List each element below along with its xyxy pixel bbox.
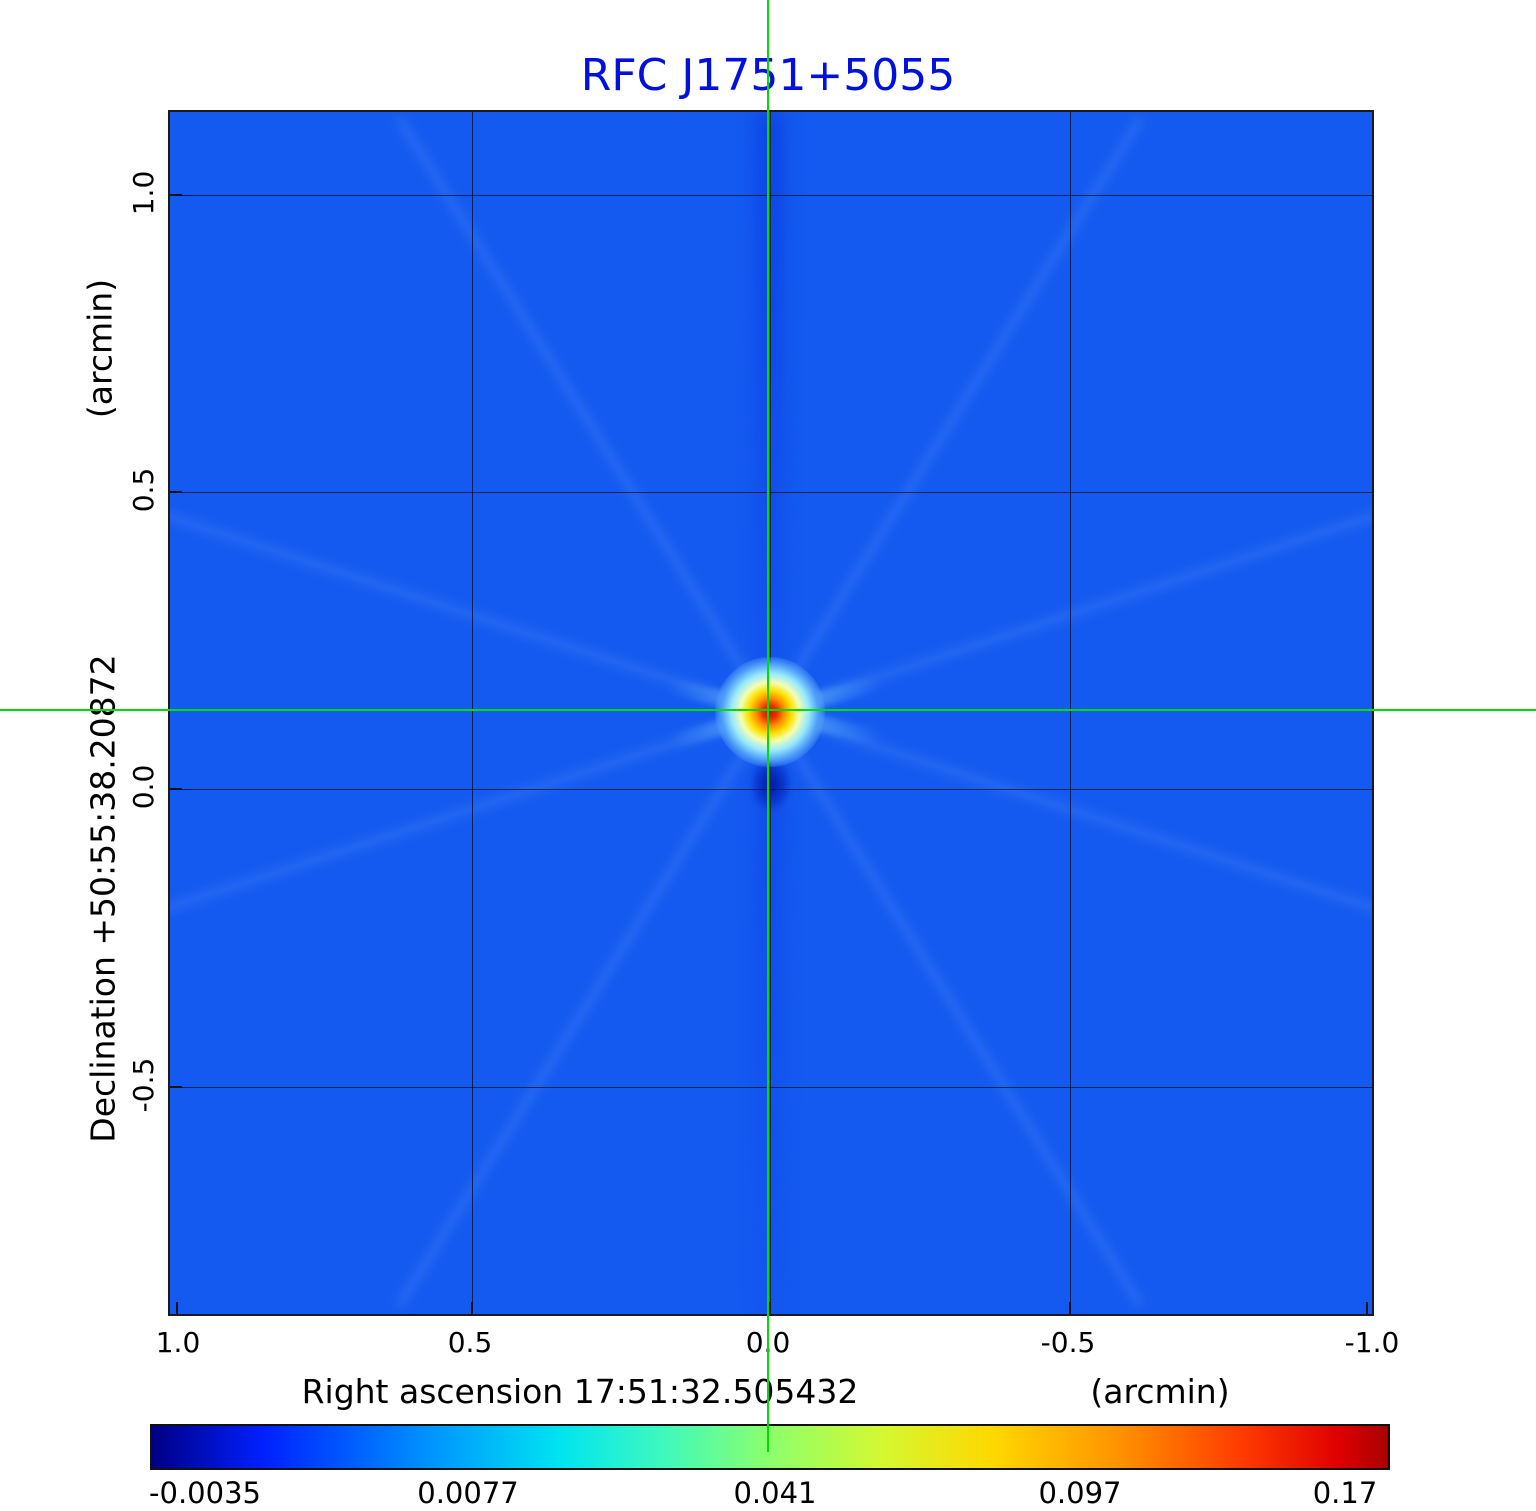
y-tick-label: 0.0 — [126, 764, 160, 810]
colorbar-label: 0.17 — [1312, 1476, 1378, 1510]
x-tick-label: 0.5 — [447, 1326, 493, 1359]
y-tick-label: 0.5 — [126, 467, 160, 513]
plot-canvas — [168, 110, 1374, 1316]
crosshair-vertical — [767, 0, 769, 1452]
x-tick-label: -1.0 — [1344, 1326, 1400, 1359]
axis-tick — [1366, 1302, 1368, 1314]
colorbar-label: 0.097 — [1038, 1476, 1122, 1510]
source-blob — [715, 657, 825, 767]
x-axis-label: Right ascension 17:51:32.505432 — [301, 1372, 859, 1411]
grid-line-horizontal — [170, 492, 1372, 493]
axis-tick — [176, 1302, 178, 1314]
axis-tick — [1069, 1302, 1071, 1314]
x-tick-label: -0.5 — [1040, 1326, 1096, 1359]
axis-tick — [170, 788, 182, 790]
colorbar-label: 0.041 — [733, 1476, 817, 1510]
axis-tick — [769, 1302, 771, 1314]
colorbar-label: -0.0035 — [149, 1476, 261, 1510]
grid-line-horizontal — [170, 1087, 1372, 1088]
x-axis-unit-label: (arcmin) — [1090, 1372, 1230, 1411]
axis-tick — [170, 491, 182, 493]
axis-tick — [170, 1086, 182, 1088]
y-tick-label: 1.0 — [126, 170, 160, 216]
grid-line-horizontal — [170, 195, 1372, 196]
axis-tick — [471, 1302, 473, 1314]
y-tick-label: -0.5 — [126, 1057, 160, 1113]
x-tick-label: 1.0 — [155, 1326, 201, 1359]
y-axis-unit-label: (arcmin) — [80, 278, 120, 419]
axis-tick — [170, 194, 182, 196]
colorbar — [150, 1424, 1390, 1470]
colorbar-label: 0.0077 — [417, 1476, 519, 1510]
grid-line-vertical — [1070, 112, 1071, 1314]
y-axis-label: Declination +50:55:38.20872 — [83, 654, 123, 1143]
grid-line-vertical — [472, 112, 473, 1314]
